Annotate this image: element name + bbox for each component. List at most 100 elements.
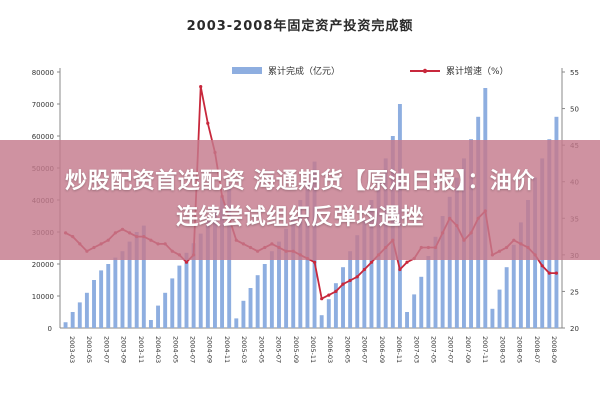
legend: 累计完成（亿元） 累计增速（%） bbox=[232, 65, 509, 77]
headline-line-2: 连续尝试组织反弹均遇挫 bbox=[176, 205, 424, 230]
x-tick-label: 2005-05 bbox=[257, 336, 265, 363]
bar bbox=[369, 200, 374, 328]
headline-line-1: 炒股配资首选配资 海通期货【原油日报】：油价 bbox=[65, 169, 535, 194]
x-axis-ticks: 2003-03 2003-05 2003-07 2003-09 2003-11 2004-… bbox=[68, 336, 558, 363]
x-tick-label: 2005-11 bbox=[309, 336, 317, 363]
bar bbox=[526, 200, 530, 328]
y-right-tick-label: 50 bbox=[570, 106, 579, 114]
y-right-tick-label: 20 bbox=[570, 325, 579, 333]
x-tick-label: 2003-03 bbox=[68, 336, 76, 363]
line-point bbox=[184, 260, 189, 264]
line-point bbox=[362, 267, 366, 272]
bar bbox=[84, 292, 89, 328]
x-tick-label: 2004-03 bbox=[154, 336, 162, 363]
line-point bbox=[320, 297, 324, 301]
y-left-tick-label: 0 bbox=[48, 325, 52, 333]
x-tick-label: 2004-05 bbox=[171, 336, 179, 363]
bar bbox=[298, 200, 303, 328]
line-point bbox=[327, 293, 331, 297]
bar bbox=[77, 302, 82, 328]
y-left-tick-label: 20000 bbox=[32, 261, 54, 269]
bar bbox=[504, 267, 509, 328]
x-tick-label: 2007-11 bbox=[481, 336, 489, 363]
chart-title: 2003-2008年固定资产投资完成额 bbox=[187, 18, 414, 34]
x-tick-label: 2003-11 bbox=[137, 336, 145, 363]
x-tick-label: 2004-09 bbox=[206, 336, 214, 363]
y-left-tick-label: 60000 bbox=[32, 133, 54, 141]
bar bbox=[156, 305, 160, 328]
bar bbox=[269, 251, 274, 328]
bar bbox=[405, 312, 409, 328]
x-tick-label: 2007-05 bbox=[430, 336, 438, 363]
bar bbox=[205, 220, 210, 328]
bar bbox=[70, 312, 75, 328]
legend-marker-line bbox=[422, 68, 428, 74]
x-tick-label: 2004-11 bbox=[223, 336, 231, 363]
bar bbox=[291, 216, 296, 328]
bar bbox=[163, 292, 168, 328]
x-tick-label: 2006-03 bbox=[326, 336, 334, 363]
bar bbox=[319, 315, 324, 328]
x-tick-label: 2006-07 bbox=[361, 336, 369, 363]
bar bbox=[447, 196, 452, 328]
bar bbox=[134, 232, 139, 328]
bar bbox=[198, 233, 203, 328]
bar bbox=[170, 278, 175, 328]
bar bbox=[191, 243, 196, 328]
line-point bbox=[398, 267, 402, 272]
bar bbox=[262, 264, 267, 328]
line-point bbox=[405, 260, 409, 264]
x-tick-label: 2004-07 bbox=[189, 336, 197, 363]
bar bbox=[241, 300, 246, 328]
x-tick-label: 2008-09 bbox=[550, 336, 558, 363]
line-point bbox=[199, 85, 203, 89]
bar bbox=[511, 244, 516, 328]
y-right-tick-label: 55 bbox=[570, 69, 579, 77]
bar bbox=[120, 251, 125, 328]
line-point bbox=[554, 271, 559, 275]
bar bbox=[426, 256, 431, 328]
line-point bbox=[355, 275, 359, 279]
bar bbox=[106, 264, 111, 328]
bar bbox=[255, 275, 260, 328]
x-tick-label: 2008-07 bbox=[533, 336, 541, 363]
bar bbox=[440, 216, 445, 328]
bar bbox=[184, 252, 189, 328]
x-tick-label: 2005-03 bbox=[240, 336, 248, 363]
bar bbox=[284, 228, 289, 328]
line-point bbox=[369, 260, 374, 264]
x-tick-label: 2007-07 bbox=[447, 336, 455, 363]
bar bbox=[148, 320, 153, 328]
bar bbox=[63, 322, 68, 328]
line-point bbox=[341, 282, 345, 286]
legend-label-bar: 累计完成（亿元） bbox=[268, 65, 340, 77]
x-tick-label: 2006-11 bbox=[395, 336, 403, 363]
y-left-tick-label: 70000 bbox=[32, 101, 54, 109]
x-tick-label: 2003-09 bbox=[120, 336, 128, 363]
bar bbox=[248, 288, 253, 328]
bar bbox=[412, 294, 417, 328]
bar bbox=[355, 235, 360, 328]
bar bbox=[234, 318, 239, 328]
line-point bbox=[348, 278, 352, 283]
line-point bbox=[313, 260, 317, 264]
y-left-tick-label: 80000 bbox=[32, 69, 54, 77]
line-point bbox=[547, 271, 551, 275]
bar bbox=[433, 236, 438, 328]
headline-banner[interactable]: 炒股配资首选配资 海通期货【原油日报】：油价 连续尝试组织反弹均遇挫 bbox=[0, 140, 600, 260]
legend-label-line: 累计增速（%） bbox=[446, 65, 509, 77]
bar bbox=[326, 299, 331, 328]
bar bbox=[177, 265, 182, 328]
x-tick-label: 2007-03 bbox=[412, 336, 420, 363]
bar bbox=[127, 241, 132, 328]
line-point bbox=[540, 264, 544, 268]
bar bbox=[518, 222, 523, 328]
x-tick-label: 2006-09 bbox=[378, 336, 386, 363]
x-tick-label: 2003-05 bbox=[85, 336, 93, 363]
bar bbox=[490, 308, 495, 328]
x-tick-label: 2003-07 bbox=[102, 336, 110, 363]
bar bbox=[277, 241, 281, 328]
bar bbox=[141, 225, 146, 328]
x-tick-label: 2006-05 bbox=[343, 336, 351, 363]
